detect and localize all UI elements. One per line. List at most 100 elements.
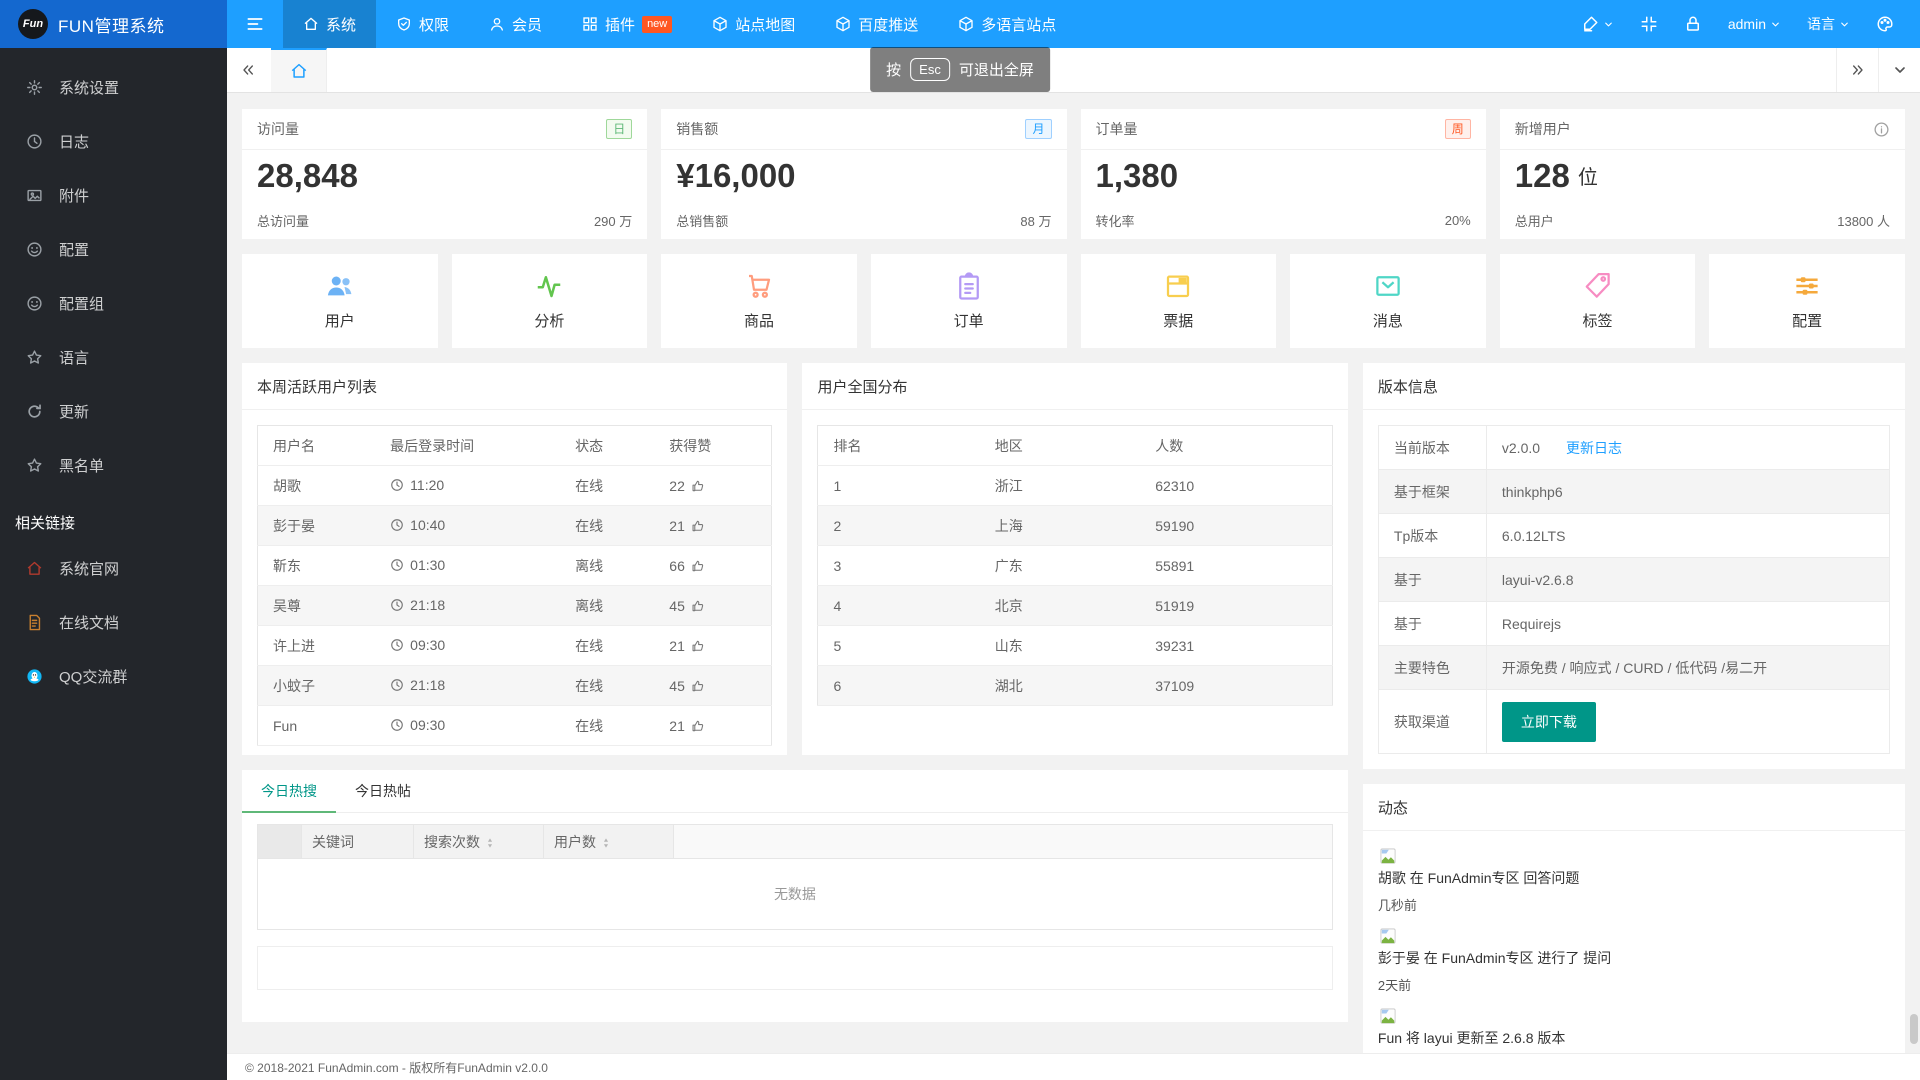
tabs-scroll-right-button[interactable] (1836, 48, 1878, 92)
shortcut-card-5[interactable]: 消息 (1290, 254, 1486, 348)
last-login: 11:20 (375, 465, 561, 506)
sort-icon[interactable] (485, 837, 495, 849)
language-menu[interactable]: 语言 (1807, 14, 1850, 34)
lock-icon (1684, 15, 1702, 33)
nav-item-4[interactable]: 站点地图 (692, 0, 815, 48)
stat-footer-label: 总销售额 (676, 213, 729, 229)
tab-1[interactable]: 今日热帖 (355, 783, 411, 799)
stat-card-0: 访问量 日 28,848 总访问量 290 万 (242, 109, 648, 239)
sidebar-item-7[interactable]: 黑名单 (0, 438, 227, 492)
nav-item-3[interactable]: 插件 new (562, 0, 692, 48)
sidebar-item-3[interactable]: 配置 (0, 222, 227, 276)
shortcut-card-1[interactable]: 分析 (451, 254, 648, 348)
select-column-header (257, 824, 302, 859)
app-title: FUN管理系统 (58, 16, 165, 36)
sidebar-item-4[interactable]: 配置组 (0, 276, 227, 330)
language-label: 语言 (1807, 16, 1835, 32)
toast-suffix: 可退出全屏 (958, 62, 1034, 79)
fullscreen-exit-button[interactable] (1640, 15, 1658, 33)
tab-0[interactable]: 今日热搜 (242, 770, 336, 813)
changelog-link[interactable]: 更新日志 (1566, 439, 1623, 456)
sidebar-link-1[interactable]: 在线文档 (0, 595, 227, 649)
column-header[interactable]: 搜索次数 (413, 824, 544, 859)
user-status: 离线 (560, 545, 655, 586)
sliders-icon (1792, 271, 1822, 301)
last-login: 01:30 (375, 545, 561, 586)
hot-panel: 今日热搜 今日热帖 关键词 搜索次数 用户数 无数据 (242, 770, 1348, 1022)
table-row: 彭于晏 10:40 在线 21 (257, 505, 772, 546)
shortcut-card-3[interactable]: 订单 (870, 254, 1067, 348)
esc-key-badge: Esc (910, 58, 950, 81)
panel-title: 动态 (1362, 784, 1905, 831)
tabs-scroll-left-button[interactable] (227, 48, 269, 92)
thumb-up-icon (691, 479, 705, 493)
thumb-up-icon (691, 639, 705, 653)
chevron-down-icon (1770, 19, 1781, 30)
nav-item-2[interactable]: 会员 (469, 0, 562, 48)
version-row: 基于 Requirejs (1377, 601, 1891, 646)
column-header[interactable]: 用户数 (543, 824, 674, 859)
version-panel: 版本信息 当前版本 v2.0.0 更新日志 基于框架 thinkphp6 Tp版本 6.0.… (1362, 363, 1905, 769)
user-menu[interactable]: admin (1728, 16, 1781, 32)
last-login: 21:18 (375, 665, 561, 706)
sidebar-section-title: 相关链接 (15, 515, 76, 532)
stat-title: 销售额 (676, 121, 719, 137)
shortcut-card-7[interactable]: 配置 (1709, 254, 1905, 348)
likes-count: 45 (654, 585, 772, 626)
shortcut-card-4[interactable]: 票据 (1080, 254, 1277, 348)
toast-prefix: 按 (886, 62, 902, 79)
column-header: 人数 (1140, 425, 1333, 466)
column-header: 最后登录时间 (375, 425, 561, 466)
cube-icon (958, 16, 974, 32)
version-label: 基于框架 (1377, 469, 1487, 514)
smiley-icon (26, 241, 43, 258)
shortcut-card-0[interactable]: 用户 (242, 254, 438, 348)
stat-footer-value: 88 万 (1020, 213, 1052, 229)
sidebar-item-5[interactable]: 语言 (0, 330, 227, 384)
scrollbar-thumb[interactable] (1910, 1014, 1918, 1044)
activity-text: Fun 将 layui 更新至 2.6.8 版本 (1377, 1030, 1566, 1046)
theme-button[interactable] (1876, 15, 1894, 33)
last-login: 21:18 (375, 585, 561, 626)
stat-value: ¥16,000 (676, 156, 796, 194)
shortcut-label: 订单 (953, 313, 984, 330)
likes-count: 21 (654, 505, 772, 546)
thumb-up-icon (691, 599, 705, 613)
sidebar-item-6[interactable]: 更新 (0, 384, 227, 438)
shortcut-card-6[interactable]: 标签 (1499, 254, 1696, 348)
clock-icon (390, 558, 404, 572)
nav-item-0[interactable]: 系统 (283, 0, 377, 48)
sidebar-item-1[interactable]: 日志 (0, 114, 227, 168)
shortcut-card-2[interactable]: 商品 (661, 254, 857, 348)
tab-home[interactable] (271, 48, 327, 92)
table-row: 小蚊子 21:18 在线 45 (257, 665, 772, 706)
nav-item-1[interactable]: 权限 (376, 0, 469, 48)
sidebar-item-2[interactable]: 附件 (0, 168, 227, 222)
active-users-table: 用户名 最后登录时间 状态 获得赞 胡歌 11:20 在线 22 彭于晏 10:40 在线 21 靳东… (257, 425, 773, 746)
version-row: 当前版本 v2.0.0 更新日志 (1377, 425, 1891, 470)
sidebar-item-label: 配置组 (59, 295, 105, 313)
sidebar-collapse-button[interactable] (227, 0, 283, 48)
thumb-up-icon (691, 719, 705, 733)
clear-cache-button[interactable] (1581, 15, 1614, 33)
activity-text: 彭于晏 在 FunAdmin专区 进行了 提问 (1377, 950, 1612, 966)
nav-item-6[interactable]: 多语言站点 (938, 0, 1076, 48)
version-label: 主要特色 (1377, 645, 1487, 690)
clock-icon (390, 478, 404, 492)
download-button[interactable]: 立即下载 (1501, 701, 1596, 742)
user-status: 在线 (560, 705, 655, 746)
sort-icon[interactable] (601, 837, 611, 849)
nav-item-5[interactable]: 百度推送 (815, 0, 938, 48)
tabs-menu-button[interactable] (1878, 48, 1920, 92)
sidebar-link-0[interactable]: 系统官网 (0, 541, 227, 595)
lock-screen-button[interactable] (1684, 15, 1702, 33)
distribution-table: 排名 地区 人数 1 浙江 62310 2 上海 59190 3 广东 55891 4 北京 51919 5… (817, 425, 1333, 706)
likes-count: 21 (654, 705, 772, 746)
version-row: 主要特色 开源免费 / 响应式 / CURD / 低代码 /易二开 (1377, 645, 1891, 690)
broken-image-icon (1378, 846, 1398, 866)
logo-badge-text: Fun (22, 18, 44, 30)
sidebar-item-0[interactable]: 系统设置 (0, 60, 227, 114)
refresh-icon (26, 403, 43, 420)
panel-title: 版本信息 (1362, 363, 1905, 410)
sidebar-link-2[interactable]: QQ交流群 (0, 649, 227, 703)
